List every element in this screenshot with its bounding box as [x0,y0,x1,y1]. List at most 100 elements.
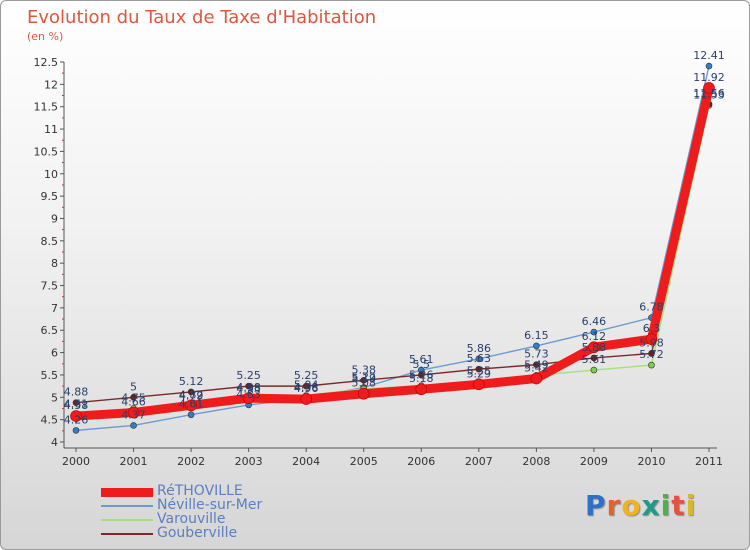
data-point [72,427,80,434]
legend-item: Varouville [101,511,341,528]
data-point [705,62,713,70]
data-label: 4.58 [64,399,89,412]
logo-letter: i [660,489,672,522]
legend-item: Gouberville [101,525,341,542]
data-label: 4.61 [64,398,89,411]
data-point [588,341,600,354]
y-tick-label: 8 [51,257,58,270]
data-point [185,399,197,412]
data-label: 11.92 [693,71,725,84]
x-tick-label: 2008 [522,455,550,468]
data-label: 5.08 [351,377,376,390]
y-tick-label: 11.5 [34,101,59,114]
data-label: 5.88 [582,341,607,354]
data-point [590,328,598,336]
data-point [130,393,137,401]
data-label: 5 [130,380,137,393]
data-label: 4.61 [179,398,204,411]
data-point [302,382,310,390]
y-tick-label: 6 [51,347,58,360]
data-label: 5.25 [294,369,319,382]
legend-label: Néville-sur-Mer [157,497,263,513]
data-label: 5.49 [524,358,549,371]
x-tick-label: 2001 [120,455,148,468]
data-label: 5.26 [409,369,434,382]
data-label: 6.12 [582,330,607,343]
data-label: 5.98 [639,336,664,349]
legend-swatch [101,487,153,497]
x-tick-label: 2010 [637,455,665,468]
data-label: 5.18 [409,372,434,385]
data-label: 5.04 [294,379,319,392]
data-label: 4.96 [294,382,319,395]
data-point [703,82,715,94]
data-label: 5.25 [236,369,261,382]
data-label: 4.83 [236,388,261,401]
y-tick-label: 8.5 [41,235,59,248]
y-tick-label: 9 [51,212,58,225]
data-point [127,406,140,419]
data-point [533,361,540,368]
x-tick-label: 2011 [695,455,723,468]
legend-label: Varouville [157,511,226,527]
y-tick-label: 12.5 [34,56,59,69]
data-label: 5.86 [467,342,492,355]
data-label: 4.98 [236,381,261,394]
legend-swatch [101,533,153,535]
x-tick-label: 2002 [177,455,205,468]
logo-letter: P [585,489,607,522]
data-label: 6.3 [643,322,661,335]
data-point [473,378,485,391]
data-point [417,371,425,379]
data-point [130,422,137,429]
data-label: 5.19 [351,372,376,385]
x-tick-label: 2006 [407,455,435,468]
data-point [415,383,428,396]
logo-letter: r [606,489,622,522]
data-label: 12.41 [693,49,725,62]
logo-letter: i [685,489,697,522]
data-point [70,410,82,422]
logo-letter: t [671,489,686,522]
data-point [648,361,655,369]
data-label: 5.5 [413,358,431,371]
legend-item: RéTHOVILLE [101,483,341,500]
series-line-1 [75,65,710,432]
data-label: 6.78 [639,301,664,314]
y-tick-label: 9.5 [41,190,59,203]
logo-letter: x [641,489,661,522]
data-label: 11.53 [693,88,725,101]
x-tick-label: 2009 [580,455,608,468]
series-line-3 [75,103,710,404]
data-label: 4.82 [179,388,204,401]
data-point [590,366,598,374]
data-label: 4.26 [64,413,89,426]
data-label: 4.79 [179,390,204,403]
data-label: 5.12 [179,375,204,388]
legend-swatch [101,505,153,507]
y-tick-label: 4.5 [41,414,59,427]
logo-letter: o [621,489,642,522]
data-label: 5.73 [524,348,549,361]
data-point [72,399,80,406]
y-tick-label: 11 [44,123,58,136]
data-point [645,333,658,345]
x-tick-label: 2005 [350,455,378,468]
y-tick-label: 5.5 [41,369,59,382]
data-label: 5.35 [467,365,492,378]
x-tick-label: 2000 [62,455,90,468]
proxiti-logo: Proxiti [585,489,696,522]
series-line-0 [71,83,714,421]
legend-label: RéTHOVILLE [157,483,243,499]
page-title: Evolution du Taux de Taxe d'Habitation [27,7,377,28]
data-label: 5.61 [409,353,434,366]
data-point [357,387,370,400]
legend-item: Néville-sur-Mer [101,497,341,514]
data-label: 5.22 [351,370,376,383]
legend-swatch [101,519,153,521]
y-tick-label: 7 [51,302,58,315]
data-point [648,350,655,357]
data-label: 5.61 [582,353,607,366]
data-point [590,354,598,362]
